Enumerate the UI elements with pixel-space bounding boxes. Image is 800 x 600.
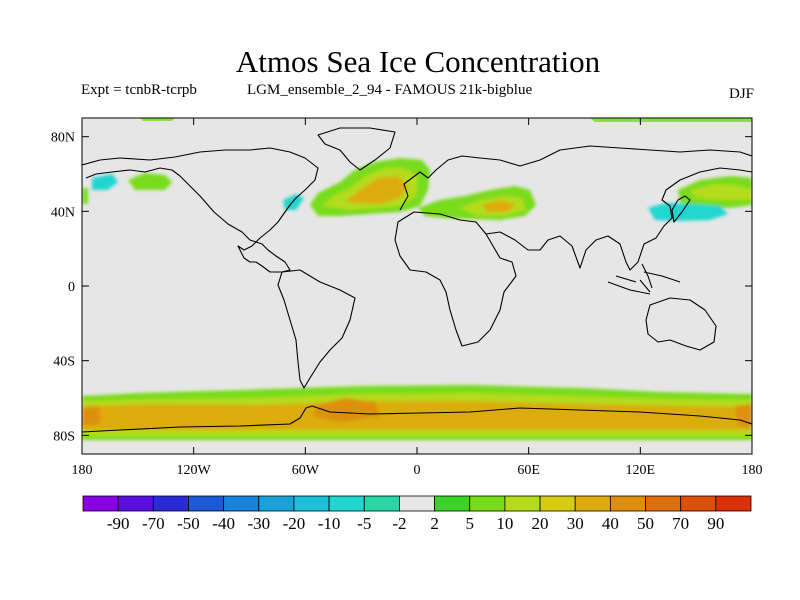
- arctic-edge-ice-west: [140, 118, 175, 121]
- season-label: DJF: [728, 86, 754, 102]
- alaska-ice-outer: [128, 173, 172, 190]
- colorbar-swatch: [469, 495, 506, 512]
- colorbar-swatch: [539, 495, 576, 512]
- coast-arabia-india: [485, 167, 752, 271]
- colorbar-label: 70: [672, 514, 689, 533]
- longitude-axis: 180 120W 60W 0 60E 120E 180: [72, 118, 763, 478]
- colorbar-label: 5: [465, 514, 474, 533]
- sea-ice-field: [82, 118, 752, 440]
- colorbar-swatch: [82, 495, 119, 512]
- lon-tick-label: 180: [742, 463, 763, 478]
- coastlines: [82, 127, 752, 433]
- colorbar-label: -10: [318, 514, 341, 533]
- colorbar-swatch: [434, 495, 471, 512]
- colorbar-swatch: [504, 495, 541, 512]
- colorbar-swatch: [680, 495, 717, 512]
- plot-title: Atmos Sea Ice Concentration: [235, 44, 601, 79]
- colorbar-swatch: [293, 495, 330, 512]
- colorbar: -90 -70 -50 -40 -30 -20 -10 -5 -2 2 5 10 20 30 40 50 70 9…: [82, 495, 752, 533]
- coast-japan-islands: [639, 195, 691, 293]
- mediterranean-ice-high: [482, 200, 515, 212]
- lon-tick-label: 180: [72, 463, 93, 478]
- lon-tick-label: 60E: [517, 463, 540, 478]
- colorbar-label: 20: [532, 514, 549, 533]
- southern-ocean-ice-high: [82, 401, 752, 430]
- colorbar-label: -2: [392, 514, 406, 533]
- colorbar-swatch: [117, 495, 154, 512]
- southern-ocean-ice-max-east: [735, 404, 752, 426]
- colorbar-swatch: [609, 495, 646, 512]
- colorbar-label: 30: [567, 514, 584, 533]
- nw-pacific-ice-neg: [648, 203, 728, 221]
- colorbar-label: 90: [707, 514, 724, 533]
- coast-europe: [399, 145, 752, 211]
- colorbar-label: -50: [177, 514, 200, 533]
- southern-ocean-ice-max-west: [82, 407, 100, 426]
- colorbar-label: -30: [247, 514, 270, 533]
- coast-indonesia: [607, 271, 681, 295]
- coast-africa: [394, 211, 517, 347]
- coast-north-america: [82, 147, 319, 273]
- colorbar-label: 10: [496, 514, 513, 533]
- lon-tick-label: 60W: [292, 463, 320, 478]
- lon-tick-label: 0: [414, 463, 421, 478]
- colorbar-swatch: [152, 495, 189, 512]
- colorbar-label: -5: [357, 514, 371, 533]
- southern-ocean-ice-max: [312, 398, 380, 422]
- coast-antarctica: [82, 405, 752, 433]
- colorbar-label: -70: [142, 514, 165, 533]
- latitude-axis: 80N 40N 0 40S 80S: [51, 131, 752, 444]
- colorbar-label: -40: [212, 514, 235, 533]
- colorbar-label: 2: [430, 514, 439, 533]
- lon-tick-label: 120E: [626, 463, 656, 478]
- colorbar-swatch: [715, 495, 752, 512]
- coast-greenland: [317, 127, 396, 171]
- colorbar-label: -90: [107, 514, 130, 533]
- experiment-label: Expt = tcnbR-tcrpb: [81, 82, 197, 98]
- east-coast-ice-neg: [283, 194, 304, 210]
- lat-tick-label: 80S: [53, 429, 75, 444]
- lat-tick-label: 40S: [53, 355, 75, 370]
- west-edge-ice: [82, 188, 88, 204]
- lat-tick-label: 80N: [51, 131, 75, 146]
- colorbar-swatch: [363, 495, 400, 512]
- colorbar-swatch: [574, 495, 611, 512]
- colorbar-label: 50: [637, 514, 654, 533]
- nw-pacific-ice-mid: [690, 184, 752, 200]
- lon-tick-label: 120W: [177, 463, 212, 478]
- lat-tick-label: 40N: [51, 205, 75, 220]
- colorbar-label: -20: [283, 514, 306, 533]
- colorbar-swatch: [188, 495, 225, 512]
- run-label: LGM_ensemble_2_94 - FAMOUS 21k-bigblue: [247, 82, 533, 98]
- arctic-edge-ice-east: [590, 118, 752, 122]
- bering-ice-neg: [92, 174, 118, 190]
- colorbar-label: 40: [602, 514, 619, 533]
- colorbar-swatch: [399, 495, 435, 512]
- north-atlantic-ice-high: [345, 176, 408, 204]
- lat-tick-label: 0: [68, 280, 75, 295]
- colorbar-swatch: [223, 495, 260, 512]
- coast-australia: [645, 297, 717, 351]
- colorbar-swatch: [328, 495, 365, 512]
- colorbar-swatch: [258, 495, 295, 512]
- colorbar-swatch: [645, 495, 682, 512]
- coast-south-america: [277, 269, 356, 389]
